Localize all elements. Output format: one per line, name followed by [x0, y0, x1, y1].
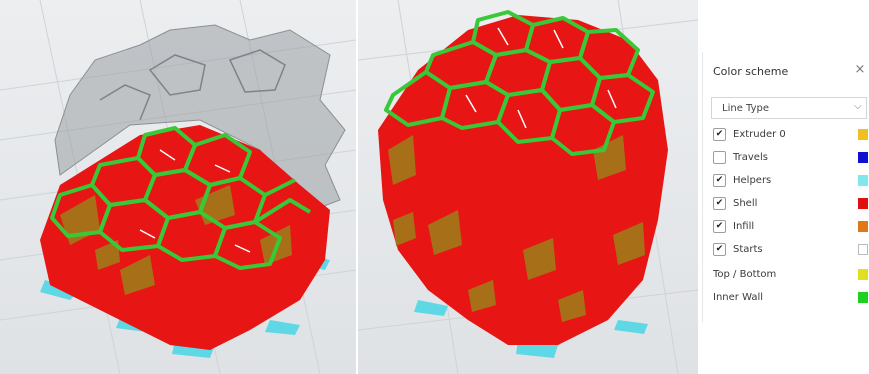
feature-row-extruder-0: ✔ Extruder 0 — [703, 125, 869, 145]
legend-row-top-bottom: Top / Bottom — [703, 265, 869, 285]
viewport-left[interactable] — [0, 0, 356, 374]
feature-label: Infill — [733, 221, 755, 232]
feature-label: Shell — [733, 198, 758, 209]
ghost-model-edges — [99, 49, 286, 121]
color-swatch — [858, 221, 868, 232]
panel-header: Color scheme × — [703, 52, 869, 92]
checkbox-infill[interactable]: ✔ — [713, 220, 726, 233]
feature-row-shell: ✔ Shell — [703, 194, 869, 214]
checkbox-shell[interactable]: ✔ — [713, 197, 726, 210]
color-scheme-panel: Color scheme × Line Type ⌵ ✔ Extruder 0 … — [702, 52, 869, 322]
line-type-select[interactable]: Line Type ⌵ — [711, 97, 867, 119]
panel-title: Color scheme — [713, 65, 789, 78]
color-swatch — [858, 152, 868, 163]
shell-body — [378, 15, 668, 345]
checkbox-travels[interactable] — [713, 151, 726, 164]
shell-body — [40, 125, 330, 350]
start-markers — [139, 149, 251, 253]
feature-label: Starts — [733, 244, 763, 255]
inner-wall-hex-grid — [50, 126, 312, 270]
color-swatch — [858, 269, 868, 280]
inner-wall-hex-grid — [384, 10, 655, 156]
feature-row-starts: ✔ Starts — [703, 240, 869, 260]
start-markers — [465, 27, 617, 129]
feature-label: Extruder 0 — [733, 129, 786, 140]
checkbox-starts[interactable]: ✔ — [713, 243, 726, 256]
legend-label: Top / Bottom — [713, 269, 777, 280]
feature-row-infill: ✔ Infill — [703, 217, 869, 237]
chevron-down-icon: ⌵ — [854, 101, 862, 112]
color-swatch — [858, 129, 868, 140]
color-swatch — [858, 244, 868, 255]
color-swatch — [858, 198, 868, 209]
model-render-right — [358, 0, 698, 374]
feature-row-helpers: ✔ Helpers — [703, 171, 869, 191]
legend-row-inner-wall: Inner Wall — [703, 288, 869, 308]
viewport-right[interactable] — [358, 0, 698, 374]
legend-label: Inner Wall — [713, 292, 763, 303]
close-icon[interactable]: × — [854, 62, 866, 77]
model-render-left — [0, 0, 356, 374]
feature-row-travels: Travels — [703, 148, 869, 168]
color-swatch — [858, 175, 868, 186]
color-swatch — [858, 292, 868, 303]
feature-label: Travels — [733, 152, 768, 163]
feature-label: Helpers — [733, 175, 772, 186]
checkbox-helpers[interactable]: ✔ — [713, 174, 726, 187]
infill-patches — [388, 135, 645, 322]
checkbox-extruder-0[interactable]: ✔ — [713, 128, 726, 141]
select-value: Line Type — [722, 103, 769, 114]
